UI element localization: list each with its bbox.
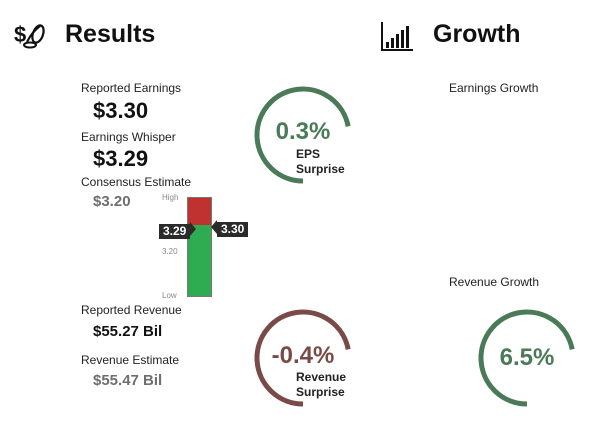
eps-whisper-marker: 3.29 — [159, 222, 197, 239]
reported-revenue-label: Reported Revenue — [81, 303, 182, 317]
eps-reported-arrow-icon — [211, 220, 217, 234]
revenue-growth-label: Revenue Growth — [449, 275, 540, 289]
bar-chart-icon — [381, 22, 413, 51]
eps-scale-bar — [187, 197, 212, 297]
earnings-whisper-value: $3.29 — [93, 146, 149, 171]
revenue-surprise-gauge — [253, 308, 353, 408]
revenue-estimate-label: Revenue Estimate — [81, 353, 180, 367]
eps-surprise-arc — [254, 86, 351, 184]
eps-whisper-tag: 3.29 — [159, 224, 191, 239]
growth-title: Growth — [433, 20, 521, 48]
eps-surprise-label-line2: Surprise — [296, 162, 345, 176]
eps-surprise-label-line1: EPS — [296, 147, 321, 161]
eps-reported-marker: 3.30 — [211, 220, 249, 237]
money-coins-icon: $ — [14, 22, 45, 49]
eps-scale-mid-label: 3.20 — [162, 247, 178, 256]
revenue-surprise-label: Revenue Surprise — [296, 370, 346, 400]
eps-reported-tag: 3.30 — [217, 222, 249, 237]
growth-icon — [380, 20, 414, 52]
results-icon: $ — [14, 20, 46, 50]
consensus-estimate-label: Consensus Estimate — [81, 175, 192, 189]
eps-scale-red-segment — [188, 198, 211, 226]
revenue-surprise-label-line1: Revenue — [296, 370, 347, 384]
consensus-estimate-value: $3.20 — [93, 193, 131, 210]
revenue-growth-value: 6.5% — [499, 344, 555, 371]
eps-surprise-gauge — [253, 85, 353, 185]
reported-earnings-value: $3.30 — [93, 98, 149, 123]
revenue-surprise-value: -0.4% — [271, 342, 335, 369]
eps-surprise-label: EPS Surprise — [296, 147, 345, 177]
revenue-growth-gauge — [477, 308, 577, 408]
revenue-estimate-value: $55.47 Bil — [93, 372, 163, 389]
svg-text:$: $ — [14, 22, 26, 47]
revenue-surprise-label-line2: Surprise — [296, 385, 345, 399]
revenue-surprise-arc — [254, 309, 351, 407]
earnings-whisper-label: Earnings Whisper — [81, 130, 176, 144]
eps-surprise-value: 0.3% — [275, 118, 331, 145]
earnings-growth-label: Earnings Growth — [449, 81, 539, 95]
eps-scale-high-label: High — [162, 193, 179, 202]
eps-scale-green-segment — [188, 225, 211, 296]
reported-revenue-value: $55.27 Bil — [93, 323, 163, 340]
reported-earnings-label: Reported Earnings — [81, 81, 182, 95]
eps-scale-low-label: Low — [162, 291, 177, 300]
results-title: Results — [65, 20, 156, 48]
revenue-growth-arc — [478, 309, 575, 407]
eps-whisper-arrow-icon — [190, 222, 197, 236]
